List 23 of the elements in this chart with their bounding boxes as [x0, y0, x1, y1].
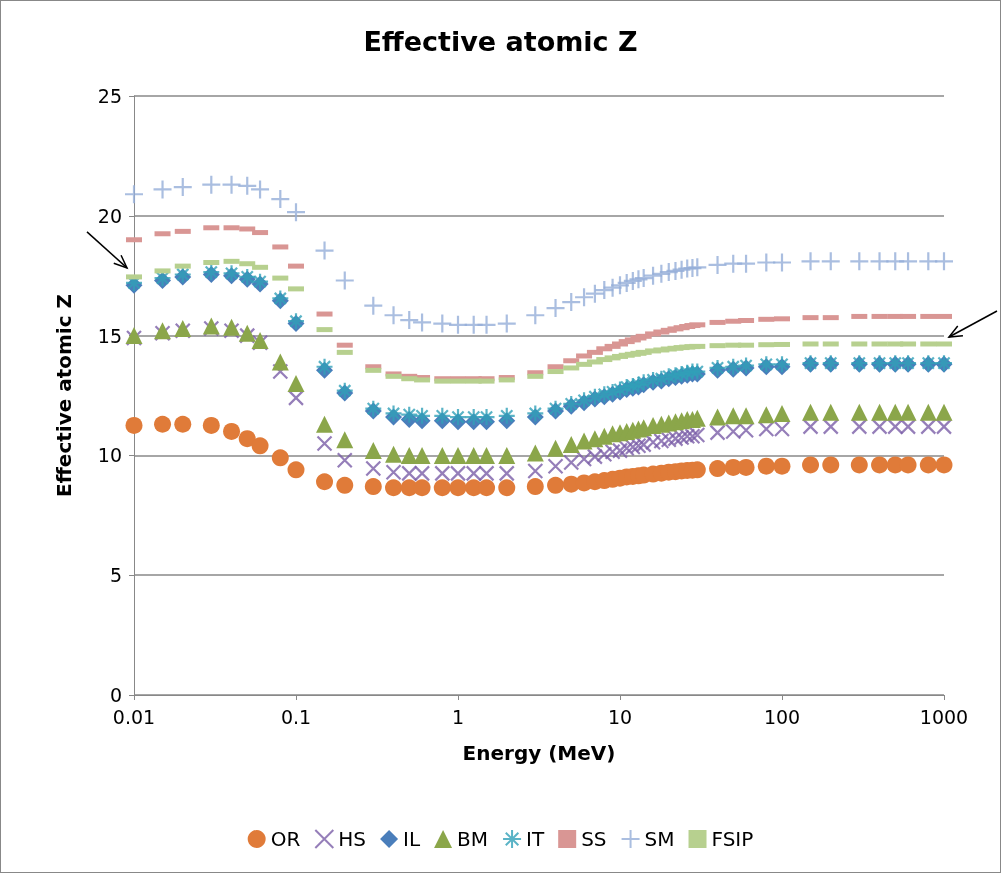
- x-tick-label: 0.1: [280, 705, 312, 728]
- x-axis-title: Energy (MeV): [462, 741, 616, 765]
- y-tick-label: 25: [97, 85, 122, 107]
- legend-label: IL: [403, 827, 421, 851]
- x-tick-label: 1000: [919, 705, 969, 728]
- y-tick-label: 5: [109, 564, 122, 587]
- y-tick-label: 10: [97, 444, 122, 467]
- y-axis-title: Effective atomic Z: [52, 293, 76, 498]
- legend-label: BM: [457, 827, 489, 851]
- y-tick-label: 0: [109, 684, 122, 706]
- legend-label: SM: [644, 827, 675, 851]
- x-tick-label: 100: [763, 705, 801, 728]
- legend-label: HS: [338, 827, 367, 851]
- legend-label: OR: [270, 827, 301, 851]
- x-tick-label: 0.01: [112, 705, 156, 728]
- y-tick-label: 20: [97, 204, 122, 227]
- legend-label: FSIP: [711, 827, 754, 851]
- legend-label: IT: [526, 827, 545, 851]
- x-tick-label: 1: [451, 705, 465, 728]
- y-tick-label: 15: [97, 324, 122, 347]
- x-tick-label: 10: [607, 705, 633, 728]
- chart-title: Effective atomic Z: [363, 26, 638, 57]
- legend-label: SS: [581, 827, 607, 851]
